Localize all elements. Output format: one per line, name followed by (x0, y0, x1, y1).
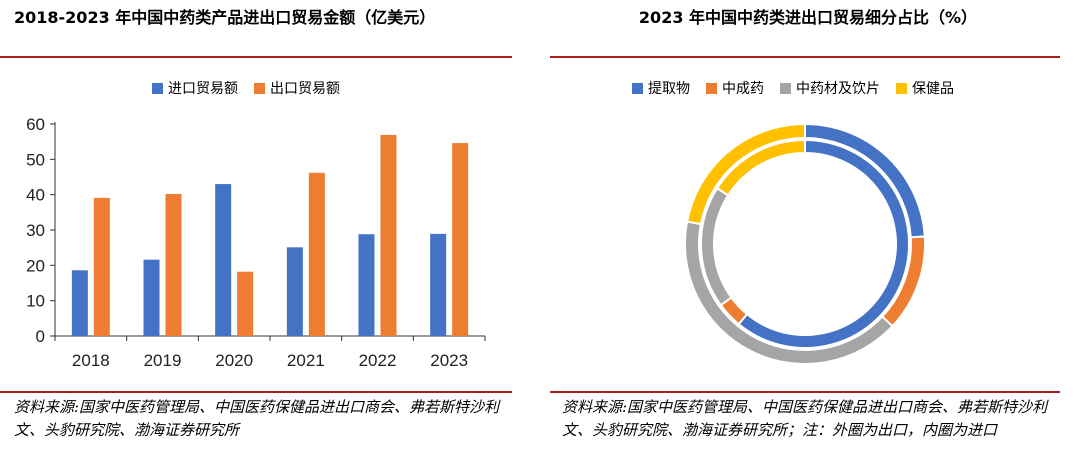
bar-chart-source: 资料来源:国家中医药管理局、中国医药保健品进出口商会、弗若斯特沙利文、头豹研究院… (14, 398, 500, 439)
title-rule (0, 56, 512, 58)
bar-import-2021 (286, 247, 303, 336)
title-rule (550, 56, 1060, 58)
bar-export-2023 (452, 143, 469, 336)
legend-label-herbs: 中药材及饮片 (796, 81, 880, 97)
bar-import-2022 (358, 234, 375, 336)
legend-item-export: 出口贸易额 (254, 78, 340, 98)
legend-swatch-import (152, 82, 163, 94)
x-tick-label: 2022 (359, 351, 397, 370)
legend-item-herbs: 中药材及饮片 (780, 78, 880, 98)
bar-export-2019 (165, 193, 182, 336)
y-tick-label: 20 (26, 256, 45, 275)
bar-export-2020 (237, 271, 254, 336)
legend-label-health-products: 保健品 (912, 81, 954, 97)
donut-chart-legend: 提取物 中成药 中药材及饮片 保健品 (632, 78, 954, 98)
donut-chart-title: 2023 年中国中药类进出口贸易细分占比（%） (638, 8, 978, 27)
bar-export-2022 (380, 134, 397, 336)
y-tick-label: 50 (26, 150, 45, 169)
source-rule (550, 391, 1060, 393)
bar-chart-panel: 2018-2023 年中国中药类产品进出口贸易金额（亿美元） 进口贸易额 出口贸… (0, 0, 520, 467)
legend-label-import: 进口贸易额 (168, 81, 238, 97)
legend-item-import: 进口贸易额 (152, 78, 238, 98)
x-tick-label: 2021 (287, 351, 325, 370)
bar-import-2020 (215, 184, 232, 336)
legend-swatch-herbs (780, 82, 791, 94)
bar-export-2018 (93, 197, 110, 336)
bar-chart-title: 2018-2023 年中国中药类产品进出口贸易金额（亿美元） (14, 8, 436, 27)
y-tick-label: 40 (26, 186, 45, 205)
donut-chart-source: 资料来源:国家中医药管理局、中国医药保健品进出口商会、弗若斯特沙利文、头豹研究院… (562, 398, 1048, 439)
legend-label-export: 出口贸易额 (270, 81, 340, 97)
bar-chart-plot: 0 10 20 30 40 50 60 2018 2019 2020 2021 2022 2023 (26, 115, 486, 370)
inner-ring-slice-health-products (715, 138, 806, 197)
y-tick-label: 0 (36, 327, 45, 346)
legend-swatch-extract (632, 82, 643, 94)
bar-import-2023 (430, 233, 447, 336)
x-tick-label: 2019 (144, 351, 182, 370)
legend-item-patent-medicine: 中成药 (706, 78, 764, 98)
x-tick-label: 2023 (430, 351, 468, 370)
source-rule (0, 391, 512, 393)
donut-chart-plot (684, 122, 926, 365)
bar-chart-legend: 进口贸易额 出口贸易额 (152, 78, 340, 98)
outer-ring-slice-health-products (685, 122, 806, 226)
bar-import-2019 (143, 259, 160, 336)
legend-item-health-products: 保健品 (896, 78, 954, 98)
donut-chart-panel: 2023 年中国中药类进出口贸易细分占比（%） 提取物 中成药 中药材及饮片 保… (550, 0, 1066, 467)
y-tick-label: 60 (26, 115, 45, 134)
y-tick-label: 30 (26, 221, 45, 240)
x-tick-label: 2018 (72, 351, 110, 370)
x-tick-label: 2020 (215, 351, 253, 370)
legend-swatch-export (254, 82, 265, 94)
bar-export-2021 (308, 172, 325, 336)
bar-import-2018 (71, 270, 88, 336)
legend-item-extract: 提取物 (632, 78, 690, 98)
legend-label-extract: 提取物 (648, 81, 690, 97)
legend-swatch-health-products (896, 82, 907, 94)
legend-label-patent-medicine: 中成药 (722, 81, 764, 97)
y-tick-label: 10 (26, 292, 45, 311)
legend-swatch-patent-medicine (706, 82, 717, 94)
